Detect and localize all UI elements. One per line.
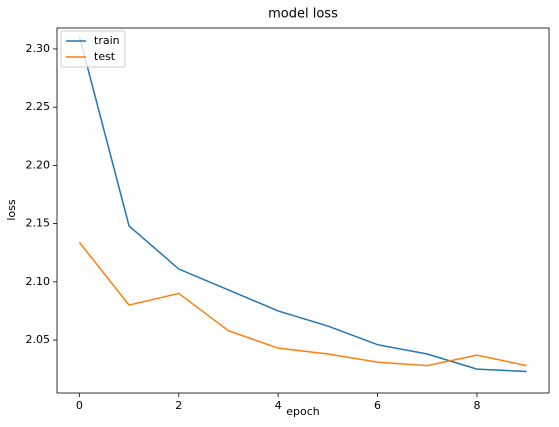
- y-tick-label: 2.10: [26, 275, 51, 288]
- x-axis-label: epoch: [286, 405, 320, 418]
- series-line: [78, 241, 527, 367]
- x-tick-label: 6: [374, 399, 381, 412]
- chart-title: model loss: [268, 7, 338, 22]
- x-tick-label: 4: [275, 399, 282, 412]
- y-tick-label: 2.05: [26, 333, 51, 346]
- y-axis-label: loss: [5, 199, 18, 221]
- series-line: [78, 35, 527, 373]
- legend-label: test: [94, 50, 116, 63]
- plot-frame: [56, 27, 550, 394]
- legend-label: train: [94, 34, 120, 47]
- x-tick-label: 8: [473, 399, 480, 412]
- y-tick-label: 2.30: [26, 42, 51, 55]
- y-tick-label: 2.15: [26, 217, 51, 230]
- x-tick-label: 0: [76, 399, 83, 412]
- legend-box: [60, 30, 126, 68]
- y-tick-label: 2.20: [26, 158, 51, 171]
- y-tick-label: 2.25: [26, 100, 51, 113]
- x-tick-label: 2: [175, 399, 182, 412]
